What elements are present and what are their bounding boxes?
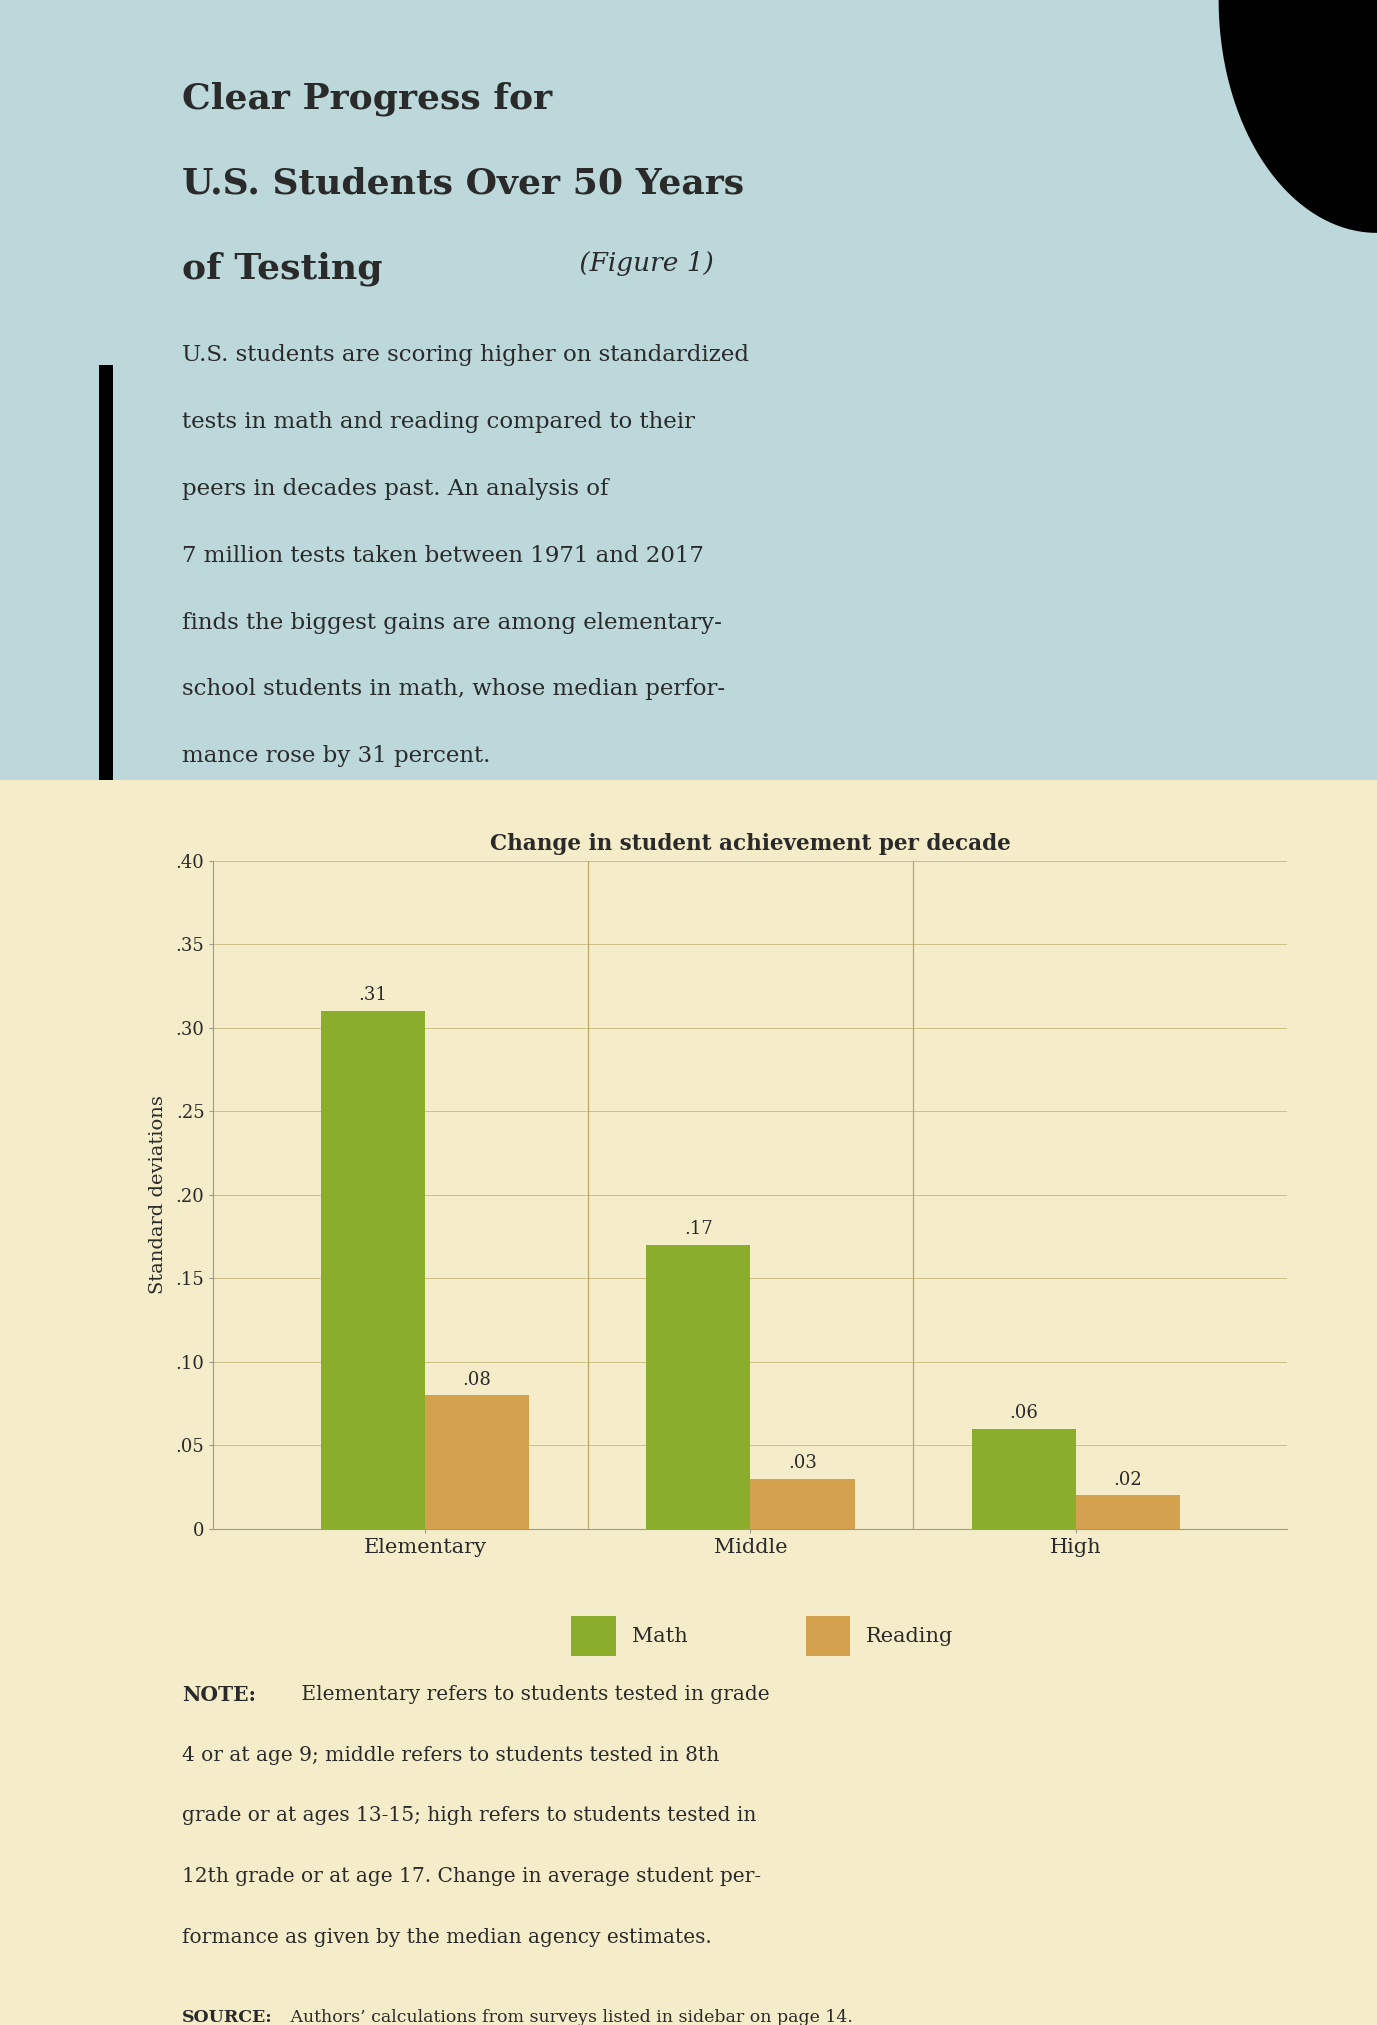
- Title: Change in student achievement per decade: Change in student achievement per decade: [490, 832, 1011, 855]
- Bar: [646, 1245, 750, 1529]
- Text: Elementary refers to students tested in grade: Elementary refers to students tested in …: [295, 1685, 770, 1703]
- Text: peers in decades past. An analysis of: peers in decades past. An analysis of: [182, 478, 609, 500]
- Bar: [972, 1430, 1075, 1529]
- Text: NOTE:: NOTE:: [182, 1685, 256, 1705]
- Text: .03: .03: [788, 1454, 817, 1472]
- Text: school students in math, whose median perfor-: school students in math, whose median pe…: [182, 678, 724, 701]
- Text: .08: .08: [463, 1371, 492, 1389]
- Text: Math: Math: [632, 1626, 687, 1646]
- Bar: [425, 1395, 529, 1529]
- Text: 7 million tests taken between 1971 and 2017: 7 million tests taken between 1971 and 2…: [182, 545, 704, 567]
- Text: .31: .31: [358, 986, 387, 1004]
- Bar: [750, 1478, 855, 1529]
- Text: Reading: Reading: [866, 1626, 953, 1646]
- Text: Clear Progress for: Clear Progress for: [182, 81, 552, 115]
- Text: .17: .17: [684, 1221, 713, 1237]
- Text: U.S. students are scoring higher on standardized: U.S. students are scoring higher on stan…: [182, 344, 749, 367]
- Text: U.S. Students Over 50 Years: U.S. Students Over 50 Years: [182, 166, 744, 200]
- Text: mance rose by 31 percent.: mance rose by 31 percent.: [182, 745, 490, 767]
- Text: formance as given by the median agency estimates.: formance as given by the median agency e…: [182, 1928, 712, 1946]
- Text: 12th grade or at age 17. Change in average student per-: 12th grade or at age 17. Change in avera…: [182, 1867, 761, 1885]
- Bar: [321, 1010, 425, 1529]
- Text: .06: .06: [1009, 1403, 1038, 1422]
- Text: grade or at ages 13-15; high refers to students tested in: grade or at ages 13-15; high refers to s…: [182, 1806, 756, 1825]
- Text: of Testing: of Testing: [182, 251, 383, 286]
- Text: Authors’ calculations from surveys listed in sidebar on page 14.: Authors’ calculations from surveys liste…: [285, 2009, 852, 2025]
- Text: .02: .02: [1114, 1470, 1143, 1488]
- Y-axis label: Standard deviations: Standard deviations: [149, 1096, 167, 1294]
- Bar: [1075, 1494, 1180, 1529]
- Text: (Figure 1): (Figure 1): [571, 251, 715, 275]
- Text: SOURCE:: SOURCE:: [182, 2009, 273, 2025]
- Text: finds the biggest gains are among elementary-: finds the biggest gains are among elemen…: [182, 612, 722, 634]
- Text: tests in math and reading compared to their: tests in math and reading compared to th…: [182, 411, 695, 433]
- Text: 4 or at age 9; middle refers to students tested in 8th: 4 or at age 9; middle refers to students…: [182, 1746, 719, 1764]
